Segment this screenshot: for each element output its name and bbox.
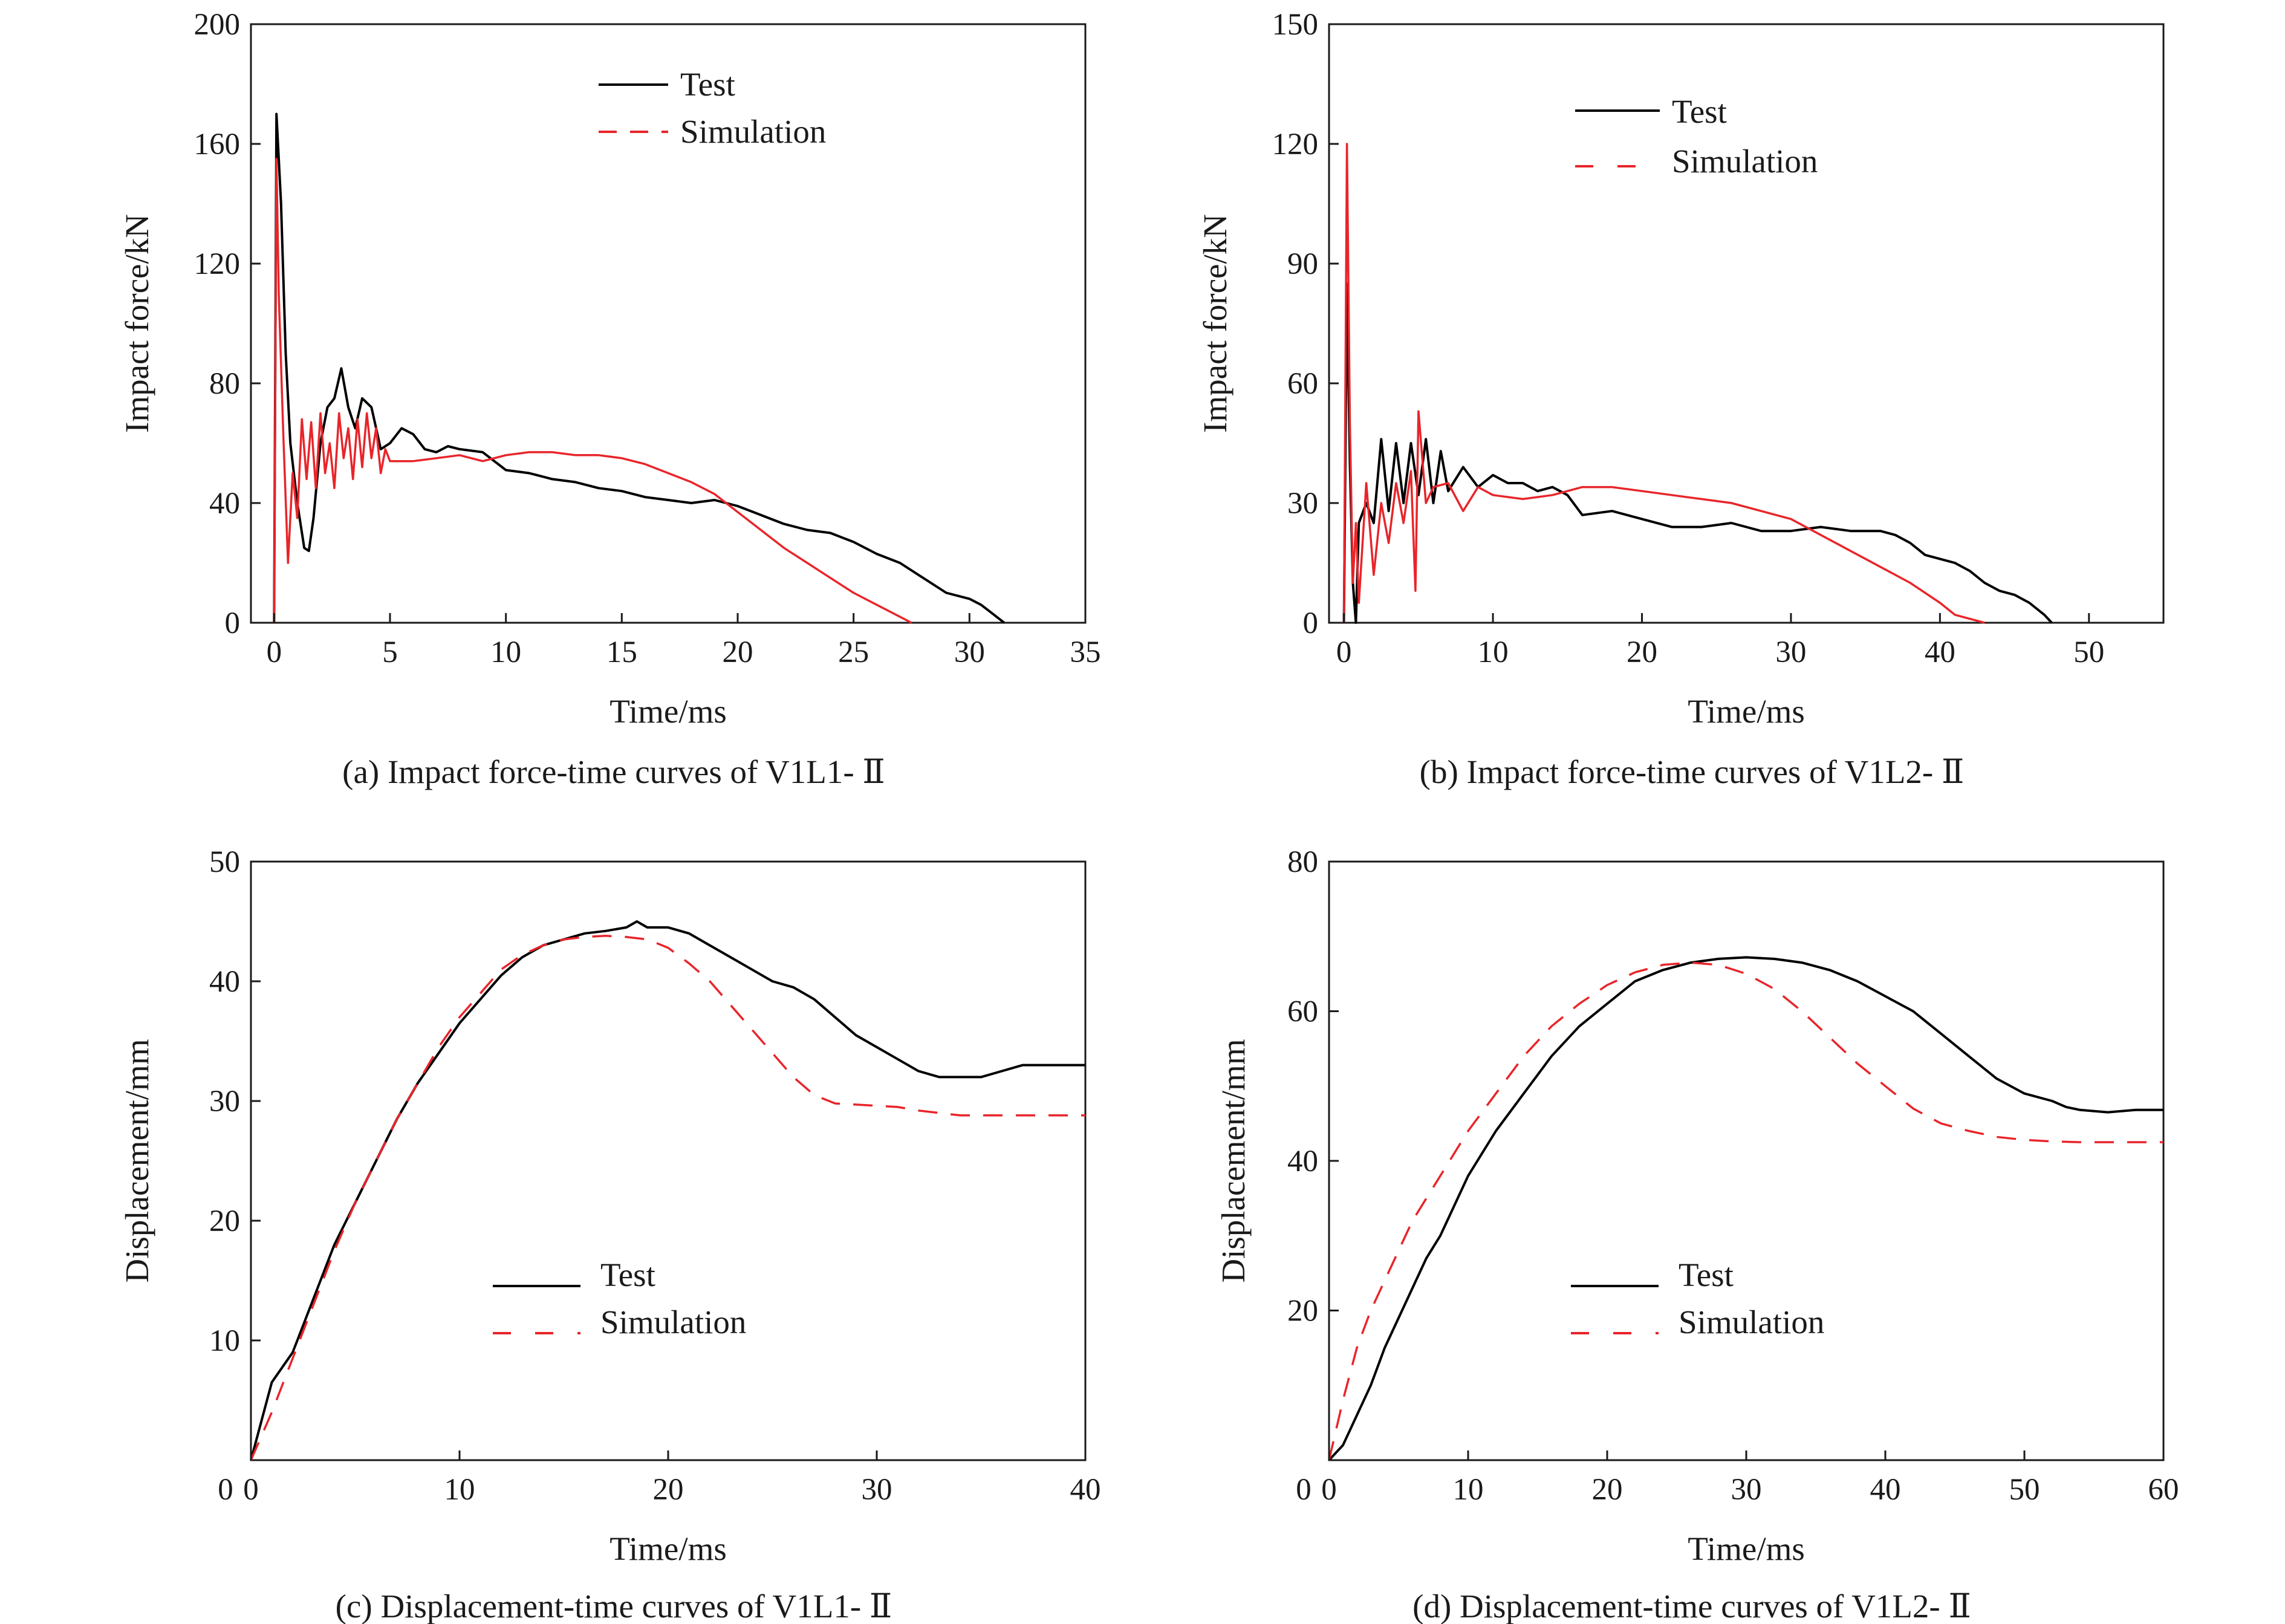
x-tick-label: 40 xyxy=(1925,635,1955,669)
x-tick-label: 10 xyxy=(490,635,521,669)
y-tick-label: 30 xyxy=(1287,487,1318,521)
x-tick-label: 0 xyxy=(267,635,282,669)
legend-label-test: Test xyxy=(680,66,735,103)
simulation-series-line xyxy=(273,158,912,624)
legend-label-simulation: Simulation xyxy=(680,113,826,150)
legend: Test Simulation xyxy=(493,1256,746,1340)
x-tick-label: 50 xyxy=(2009,1473,2040,1507)
y-tick-label: 200 xyxy=(194,8,241,42)
y-tick-label: 0 xyxy=(1303,606,1319,640)
legend-label-test: Test xyxy=(1672,93,1727,130)
panel-caption: (b) Impact force-time curves of V1L2- Ⅱ xyxy=(1420,753,1965,790)
x-tick-label: 10 xyxy=(444,1473,475,1507)
x-tick-label: 30 xyxy=(862,1473,892,1507)
series-layer xyxy=(1342,143,2053,624)
x-tick-label: 40 xyxy=(1070,1473,1101,1507)
x-tick-label: 60 xyxy=(2148,1473,2179,1507)
y-tick-label: 80 xyxy=(209,367,240,401)
x-tick-label: 35 xyxy=(1070,635,1101,669)
x-axis-label: Time/ms xyxy=(609,1530,727,1567)
x-tick-label: 20 xyxy=(1592,1473,1623,1507)
y-tick-label: 60 xyxy=(1287,995,1318,1029)
y-tick-label: 150 xyxy=(1272,8,1319,42)
tick-layer: 0 10 20 30 40 50 60 20 40 60 80 0 xyxy=(1287,845,2179,1507)
chart-panel-b: 0 10 20 30 40 50 0 30 60 90 120 150 Time/ms Impact … xyxy=(1197,8,2165,790)
y-tick-label: 90 xyxy=(1287,247,1318,281)
x-tick-label: 0 xyxy=(1336,635,1352,669)
legend-label-simulation: Simulation xyxy=(1672,143,1818,180)
y-tick-label: 20 xyxy=(209,1204,240,1238)
x-tick-label: 40 xyxy=(1870,1473,1901,1507)
y-tick-label: 40 xyxy=(209,487,240,521)
x-tick-label: 15 xyxy=(606,635,637,669)
x-tick-label: 30 xyxy=(1775,635,1806,669)
legend-label-test: Test xyxy=(1679,1256,1734,1293)
chart-panel-a: 0 5 10 15 20 25 30 35 0 40 80 120 160 200 Time/ms Imp… xyxy=(119,8,1101,790)
y-axis-label: Displacement/mm xyxy=(1215,1039,1252,1282)
y-tick-label: 20 xyxy=(1287,1294,1318,1328)
test-series-line xyxy=(250,920,1085,1461)
panel-caption: (a) Impact force-time curves of V1L1- Ⅱ xyxy=(342,753,885,790)
y-tick-label: 40 xyxy=(1287,1145,1318,1178)
y-tick-label: 60 xyxy=(1287,367,1318,401)
series-layer xyxy=(1328,956,2163,1461)
tick-layer: 0 10 20 30 40 10 20 30 40 50 0 xyxy=(209,845,1101,1507)
tick-layer: 0 5 10 15 20 25 30 35 0 40 80 120 160 200 xyxy=(194,8,1101,669)
test-series-line xyxy=(1328,956,2163,1461)
legend-label-simulation: Simulation xyxy=(1679,1304,1824,1340)
x-tick-label: 30 xyxy=(954,635,985,669)
panel-caption: (d) Displacement-time curves of V1L2- Ⅱ xyxy=(1412,1588,1971,1624)
x-tick-label: 50 xyxy=(2073,635,2104,669)
simulation-series-line xyxy=(1328,961,2163,1461)
legend-label-test: Test xyxy=(600,1256,655,1293)
x-tick-label: 0 xyxy=(1321,1473,1337,1507)
y-axis-label: Impact force/kN xyxy=(1197,214,1234,433)
legend: Test Simulation xyxy=(599,66,826,150)
x-tick-label: 20 xyxy=(1627,635,1657,669)
legend: Test Simulation xyxy=(1575,93,1818,180)
y-axis-label: Displacement/mm xyxy=(119,1039,155,1282)
x-tick-label: 10 xyxy=(1453,1473,1484,1507)
x-tick-label: 10 xyxy=(1478,635,1509,669)
y-tick-label: 40 xyxy=(209,965,240,999)
x-tick-label: 30 xyxy=(1731,1473,1762,1507)
y-tick-label: 120 xyxy=(194,247,241,281)
y-tick-label: 160 xyxy=(194,128,241,161)
x-tick-label: 20 xyxy=(723,635,753,669)
y-tick-label: 50 xyxy=(209,845,240,879)
chart-panel-d: 0 10 20 30 40 50 60 20 40 60 80 0 Time/ms Displacem… xyxy=(1215,845,2179,1624)
legend-label-simulation: Simulation xyxy=(600,1304,746,1340)
series-layer xyxy=(250,920,1085,1461)
series-layer xyxy=(273,112,1006,624)
legend: Test Simulation xyxy=(1571,1256,1824,1340)
simulation-series-line xyxy=(1342,143,1985,624)
y-tick-label: 120 xyxy=(1272,128,1319,161)
origin-label: 0 xyxy=(218,1473,233,1507)
y-axis-label: Impact force/kN xyxy=(119,214,155,433)
x-axis-label: Time/ms xyxy=(1688,1530,1805,1567)
x-axis-label: Time/ms xyxy=(609,693,727,730)
x-tick-label: 20 xyxy=(653,1473,684,1507)
x-axis-label: Time/ms xyxy=(1688,693,1805,730)
x-tick-label: 5 xyxy=(382,635,398,669)
panel-caption: (c) Displacement-time curves of V1L1- Ⅱ xyxy=(336,1588,892,1624)
y-tick-label: 30 xyxy=(209,1085,240,1119)
test-series-line xyxy=(1342,282,2053,624)
x-tick-label: 25 xyxy=(838,635,869,669)
y-tick-label: 80 xyxy=(1287,845,1318,879)
chart-panel-c: 0 10 20 30 40 10 20 30 40 50 0 Time/ms Displacemen… xyxy=(119,845,1101,1624)
plot-frame xyxy=(1328,860,2165,1461)
tick-layer: 0 10 20 30 40 50 0 30 60 90 120 150 xyxy=(1272,8,2105,669)
simulation-series-line xyxy=(250,935,1085,1461)
y-tick-label: 0 xyxy=(225,606,241,640)
plot-frame xyxy=(1328,23,2165,624)
plot-frame xyxy=(250,23,1087,624)
test-series-line xyxy=(273,112,1006,624)
origin-label: 0 xyxy=(1296,1473,1312,1507)
x-tick-label: 0 xyxy=(243,1473,259,1507)
y-tick-label: 10 xyxy=(209,1324,240,1358)
